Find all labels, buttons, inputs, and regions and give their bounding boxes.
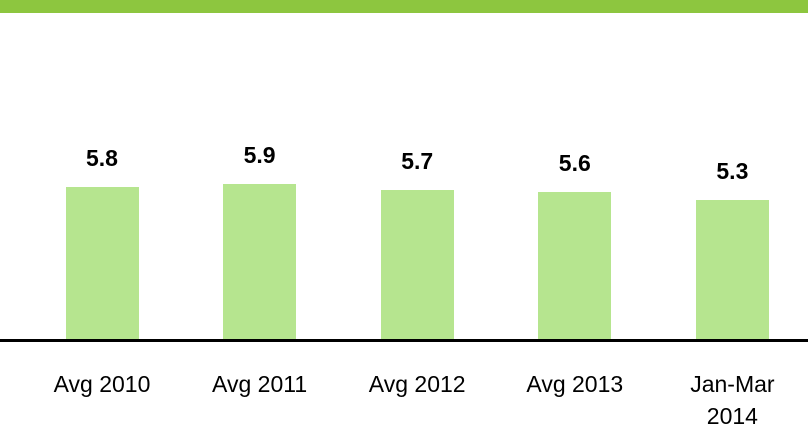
baseline [0, 339, 808, 342]
bar [695, 200, 769, 339]
data-label: 5.9 [243, 142, 276, 169]
x-tick-label: Avg 2012 [368, 371, 466, 397]
bar [380, 189, 454, 339]
bar [65, 187, 139, 339]
data-label: 5.6 [558, 150, 591, 177]
data-label: 5.7 [401, 147, 434, 174]
x-tick-label: Avg 2011 [212, 371, 308, 397]
bar [538, 192, 612, 339]
bar [223, 184, 297, 339]
data-label: 5.3 [716, 158, 749, 185]
data-label: 5.8 [86, 145, 118, 172]
x-tick-label: Jan-Mar 2014 [690, 371, 775, 429]
header-bar [0, 0, 808, 13]
x-tick-label: Avg 2013 [526, 371, 624, 397]
x-tick-label: Avg 2010 [53, 371, 151, 397]
